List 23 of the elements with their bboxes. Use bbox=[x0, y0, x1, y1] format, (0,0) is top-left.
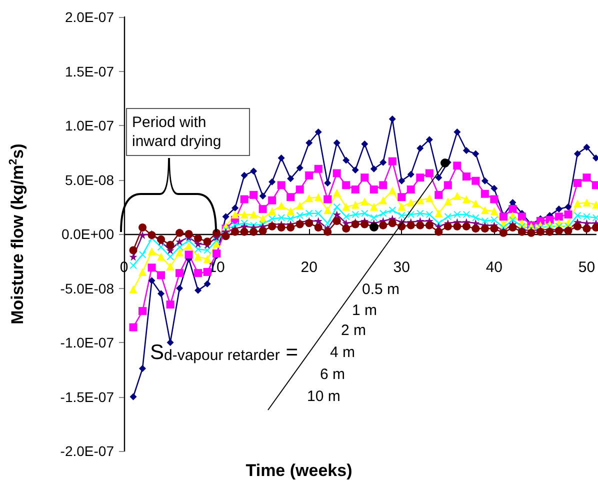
annotation: 0.5 m bbox=[362, 281, 400, 298]
annotation: 6 m bbox=[320, 366, 346, 383]
annotation: Sd-vapour retarder = bbox=[150, 341, 298, 364]
annotation: 2 m bbox=[341, 322, 366, 339]
annotation: 10 m bbox=[307, 388, 340, 405]
y-axis-title: Moisture flow (kg/m2s) bbox=[8, 144, 27, 324]
y-tick-label: 1.5E-07 bbox=[64, 63, 114, 80]
annotation: 4 m bbox=[330, 344, 356, 361]
annotation: Period with inward drying bbox=[132, 114, 222, 150]
x-tick-label: 20 bbox=[300, 259, 318, 276]
x-tick-label: 30 bbox=[393, 259, 410, 276]
y-tick-label: -1.0E-07 bbox=[60, 334, 114, 350]
y-tick-label: 5.0E-08 bbox=[64, 172, 114, 188]
x-tick-label: 40 bbox=[486, 259, 503, 276]
y-tick-label: -5.0E-08 bbox=[60, 280, 114, 296]
y-tick-label: 0.0E+00 bbox=[61, 226, 114, 242]
y-tick-label: -1.5E-07 bbox=[60, 388, 114, 405]
y-tick-label: 1.0E-07 bbox=[64, 118, 114, 134]
y-tick-label: -2.0E-07 bbox=[60, 443, 114, 459]
x-axis-title: Time (weeks) bbox=[246, 461, 352, 480]
y-tick-label: 2.0E-07 bbox=[64, 9, 114, 25]
annotation: 1 m bbox=[352, 302, 378, 319]
x-tick-label: 50 bbox=[578, 259, 596, 276]
